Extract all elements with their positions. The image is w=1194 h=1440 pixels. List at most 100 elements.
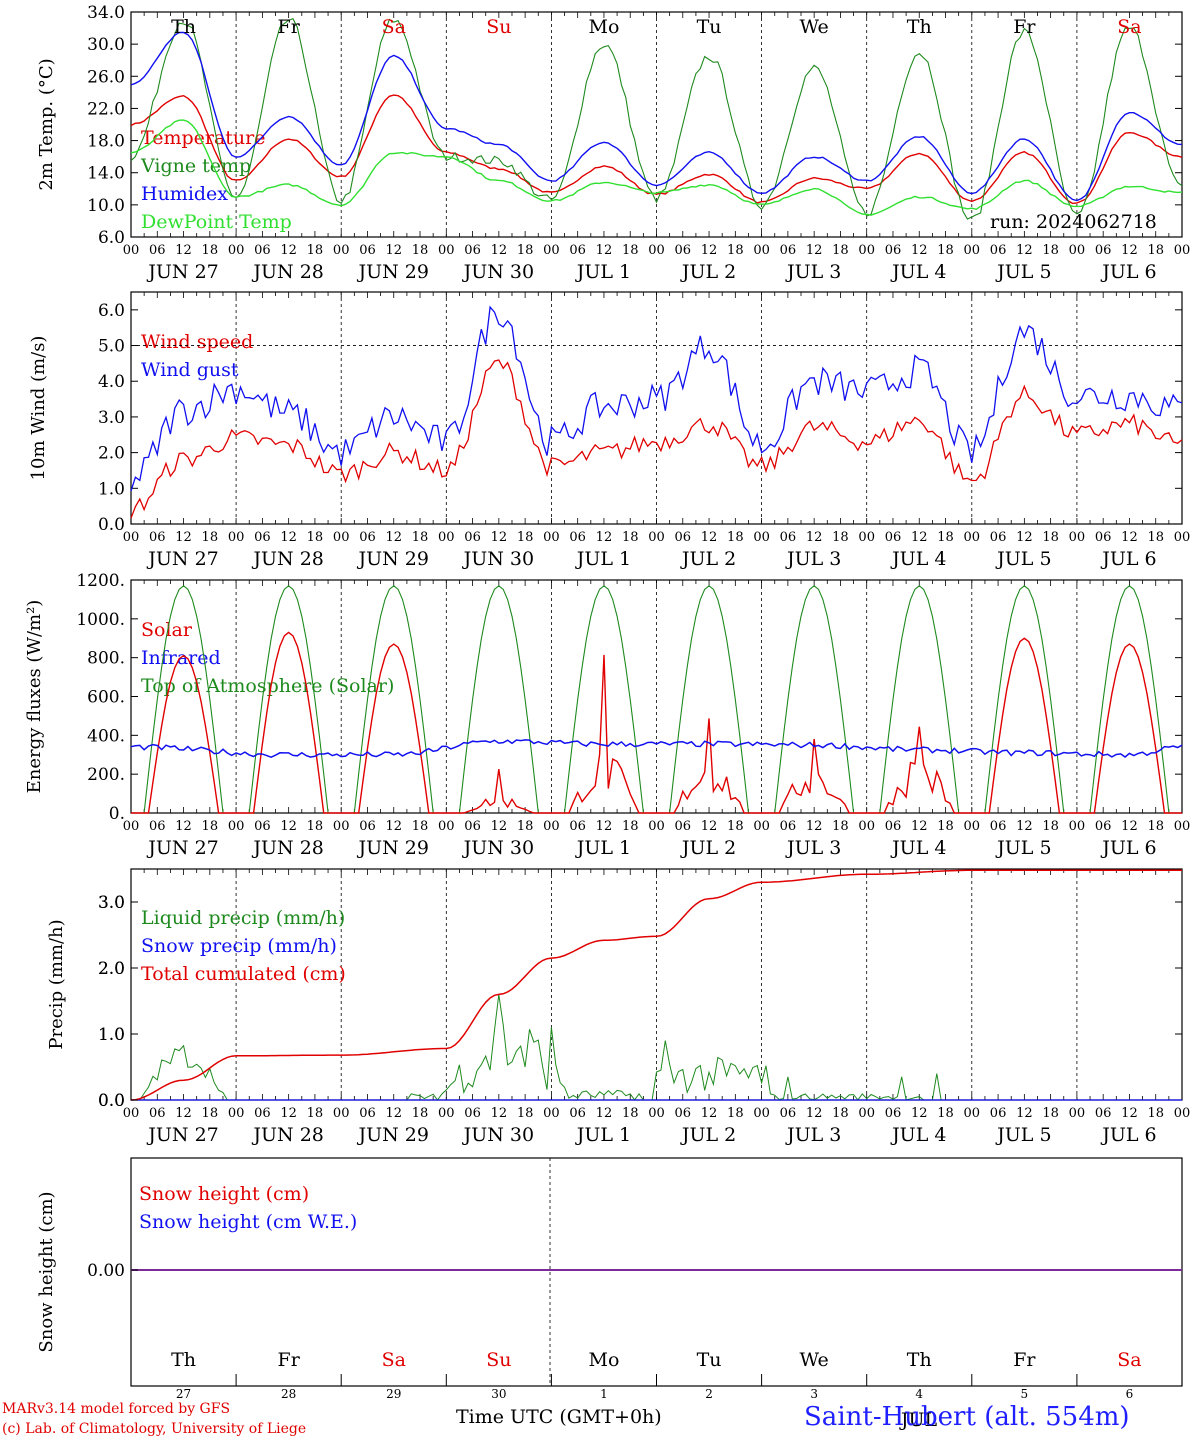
y-axis-label: 10m Wind (m/s): [28, 336, 49, 481]
hour-label: 00: [438, 1106, 455, 1121]
weekday-label: Mo: [588, 16, 619, 38]
hour-label: 12: [1016, 819, 1033, 834]
y-tick-label: 30.0: [87, 35, 125, 55]
hour-label: 00: [648, 1106, 665, 1121]
y-axis-label: Snow height (cm): [36, 1191, 57, 1352]
weekday-label: Sa: [382, 16, 406, 38]
hour-label: 18: [517, 243, 534, 258]
date-label: JUN 27: [146, 1124, 218, 1146]
hour-label: 18: [937, 243, 954, 258]
hour-label: 12: [911, 819, 928, 834]
hour-label: 12: [280, 530, 297, 545]
hour-label: 12: [701, 1106, 718, 1121]
date-label: JUL 1: [575, 1124, 631, 1146]
day-number-label: 28: [281, 1387, 296, 1401]
y-tick-label: 22.0: [87, 99, 125, 119]
hour-label: 18: [622, 530, 639, 545]
hour-label: 18: [832, 1106, 849, 1121]
weekday-label: Th: [171, 1349, 196, 1371]
hour-label: 00: [1069, 819, 1086, 834]
hour-label: 06: [1095, 530, 1112, 545]
hour-label: 00: [753, 1106, 770, 1121]
y-tick-label: 400.: [87, 726, 125, 746]
hour-label: 18: [202, 530, 219, 545]
weekday-label: Su: [486, 1349, 511, 1371]
hour-label: 00: [333, 819, 350, 834]
weekday-label: Fr: [1013, 1349, 1036, 1371]
date-label: JUL 3: [785, 1124, 841, 1146]
hour-label: 12: [280, 819, 297, 834]
hour-label: 18: [832, 243, 849, 258]
weekday-label: Tu: [697, 1349, 722, 1371]
hour-label: 06: [149, 243, 166, 258]
hour-label: 06: [569, 530, 586, 545]
date-label: JUL 3: [785, 837, 841, 859]
legend-entry: Total cumulated (cm): [141, 963, 346, 985]
series-line-3: [130, 119, 1183, 216]
hour-label: 00: [228, 243, 245, 258]
x-axis-title: Time UTC (GMT+0h): [456, 1406, 662, 1428]
y-tick-label: 10.0: [87, 196, 125, 216]
hour-label: 18: [202, 243, 219, 258]
y-tick-label: 0.0: [98, 1091, 125, 1111]
hour-label: 12: [175, 530, 192, 545]
y-axis-label: Precip (mm/h): [46, 919, 67, 1049]
hour-label: 12: [701, 530, 718, 545]
hour-label: 18: [1147, 1106, 1164, 1121]
hour-label: 00: [228, 819, 245, 834]
hour-label: 00: [753, 530, 770, 545]
hour-label: 18: [1042, 819, 1059, 834]
panel-1: 00 06 12 18 JUN 27 00 06 12 18 JUN 28 00 06 12 18 JUN …: [28, 291, 1191, 570]
date-label: JUN 28: [251, 837, 323, 859]
hour-label: 18: [622, 243, 639, 258]
hour-label: 12: [385, 530, 402, 545]
legend-entry: Liquid precip (mm/h): [141, 907, 345, 929]
hour-label: 06: [885, 1106, 902, 1121]
hour-label: 06: [464, 1106, 481, 1121]
hour-label: 12: [1016, 1106, 1033, 1121]
hour-label: 00: [964, 530, 981, 545]
hour-label: 12: [701, 243, 718, 258]
hour-label: 00: [964, 1106, 981, 1121]
hour-label: 06: [149, 819, 166, 834]
hour-label: 00: [123, 819, 140, 834]
hour-label: 00: [1174, 530, 1191, 545]
date-label: JUL 1: [575, 837, 631, 859]
weekday-label: Su: [486, 16, 511, 38]
hour-label: 06: [569, 819, 586, 834]
hour-label: 06: [464, 819, 481, 834]
hour-label: 00: [123, 243, 140, 258]
hour-label: 00: [543, 243, 560, 258]
y-tick-label: 1.0: [98, 1025, 125, 1045]
station-title: Saint-Hubert (alt. 554m): [804, 1402, 1130, 1432]
hour-label: 18: [727, 530, 744, 545]
date-label: JUN 29: [357, 261, 429, 283]
hour-label: 18: [1042, 243, 1059, 258]
hour-label: 00: [1174, 1106, 1191, 1121]
day-number-label: 3: [810, 1387, 818, 1401]
day-number-label: 4: [915, 1387, 923, 1401]
hour-label: 12: [491, 819, 508, 834]
series-line-1: [130, 305, 1183, 492]
hour-label: 06: [1095, 819, 1112, 834]
date-label: JUL 5: [995, 837, 1051, 859]
day-number-label: 5: [1021, 1387, 1029, 1401]
hour-label: 06: [780, 1106, 797, 1121]
date-label: JUL 4: [890, 837, 946, 859]
hour-label: 00: [858, 530, 875, 545]
date-label: JUN 27: [146, 837, 218, 859]
hour-label: 18: [307, 819, 324, 834]
y-tick-label: 2.0: [98, 959, 125, 979]
hour-label: 00: [964, 243, 981, 258]
y-tick-label: 1.0: [98, 1025, 125, 1045]
hour-label: 00: [438, 530, 455, 545]
date-label: JUN 28: [251, 1124, 323, 1146]
hour-label: 12: [596, 1106, 613, 1121]
hour-label: 00: [858, 1106, 875, 1121]
hour-label: 18: [727, 1106, 744, 1121]
weekday-label: Tu: [697, 16, 722, 38]
hour-label: 06: [149, 530, 166, 545]
panel-2: 00 06 12 18 JUN 27 00 06 12 18 JUN 28 00 06 12 18 JUN …: [24, 571, 1190, 859]
hour-label: 12: [806, 1106, 823, 1121]
hour-label: 06: [990, 819, 1007, 834]
